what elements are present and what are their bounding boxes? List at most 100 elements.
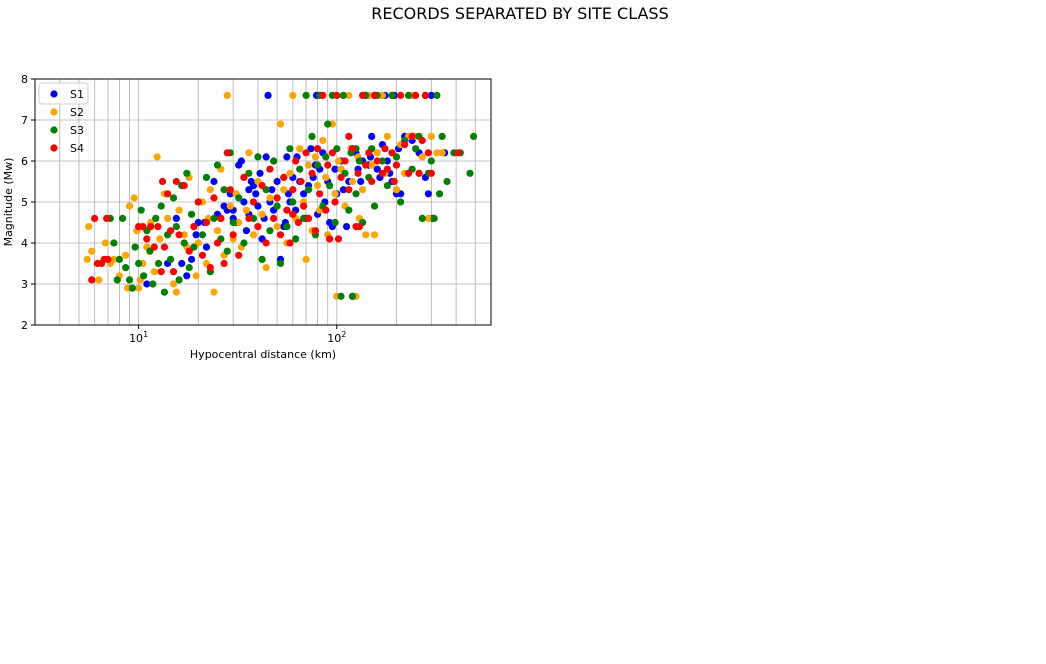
data-point: [469, 132, 478, 140]
legend-label: S1: [70, 88, 84, 101]
data-point: [322, 173, 330, 181]
data-point: [304, 214, 313, 222]
data-point: [276, 259, 285, 268]
data-point: [185, 247, 193, 255]
data-point: [418, 153, 426, 161]
data-point: [378, 91, 387, 99]
data-point: [158, 177, 167, 186]
data-point: [110, 239, 118, 247]
data-point: [408, 132, 416, 140]
data-point: [280, 186, 288, 194]
data-point: [368, 161, 376, 169]
data-point: [270, 214, 278, 222]
data-point: [322, 206, 330, 214]
data-point: [292, 157, 300, 165]
data-point: [187, 255, 196, 263]
data-point: [125, 276, 134, 284]
data-point: [348, 145, 357, 153]
data-point: [153, 153, 161, 161]
data-point: [185, 264, 193, 272]
data-point: [345, 132, 353, 140]
data-point: [88, 247, 96, 255]
data-point: [370, 202, 379, 210]
data-point: [362, 161, 370, 169]
data-point: [206, 186, 214, 194]
data-point: [198, 231, 207, 239]
data-point: [140, 272, 148, 280]
data-point: [397, 91, 405, 99]
data-point: [122, 251, 130, 259]
data-point: [302, 91, 310, 99]
data-point: [262, 153, 270, 161]
data-point: [383, 157, 391, 165]
subplots-grid: 2 3 4 5 6 7 8 101 102 Hypocentral distance (km) Ma…: [2, 73, 492, 361]
data-point: [286, 239, 294, 247]
data-point: [404, 91, 413, 99]
data-point: [381, 145, 389, 153]
data-point: [213, 227, 222, 235]
data-point: [319, 136, 327, 145]
data-point: [341, 157, 349, 165]
data-point: [237, 157, 245, 165]
data-point: [169, 268, 178, 276]
legend-box: [38, 82, 89, 105]
data-point: [283, 153, 291, 161]
data-point: [433, 91, 441, 99]
data-point: [210, 288, 218, 296]
data-point: [147, 223, 155, 231]
data-point: [304, 161, 313, 169]
data-point: [300, 214, 308, 222]
x-axis-label: Hypocentral distance (km): [190, 348, 336, 361]
data-point: [160, 288, 169, 296]
data-point: [217, 214, 225, 222]
data-point: [135, 284, 143, 292]
data-point: [326, 235, 334, 243]
data-point: [328, 149, 336, 157]
data-point: [183, 272, 191, 280]
data-point: [388, 91, 396, 99]
data-point: [95, 276, 103, 284]
data-point: [355, 223, 363, 231]
data-point: [85, 223, 93, 231]
data-point: [198, 251, 207, 259]
data-point: [392, 161, 401, 169]
data-point: [273, 223, 281, 231]
data-point: [183, 169, 191, 177]
data-point: [226, 202, 234, 210]
data-point: [88, 276, 96, 284]
legend-marker: [50, 144, 58, 152]
data-point: [292, 235, 300, 243]
data-point: [435, 190, 444, 198]
data-point: [172, 288, 180, 296]
data-point: [166, 227, 175, 235]
data-point: [430, 214, 438, 222]
data-point: [169, 194, 178, 202]
data-point: [280, 173, 288, 181]
data-point: [235, 218, 243, 227]
y-tick-label: 8: [21, 73, 28, 86]
data-point: [254, 153, 262, 161]
data-point: [313, 161, 322, 169]
data-point: [313, 145, 322, 153]
data-point: [297, 177, 305, 186]
data-point: [373, 157, 381, 165]
data-point: [160, 243, 169, 251]
data-point: [373, 165, 381, 173]
data-point: [427, 157, 435, 165]
data-point: [192, 272, 200, 280]
data-point: [342, 223, 351, 231]
data-point: [175, 231, 183, 239]
data-point: [229, 218, 237, 227]
data-point: [210, 194, 218, 202]
data-point: [175, 276, 183, 284]
grid-lines: [34, 78, 492, 326]
data-point: [424, 149, 433, 157]
data-point: [131, 243, 139, 251]
data-point: [352, 190, 360, 198]
data-point: [359, 186, 367, 194]
data-point: [229, 231, 237, 239]
data-point: [378, 169, 387, 177]
series-S4: [88, 91, 462, 284]
data-point: [258, 255, 266, 263]
